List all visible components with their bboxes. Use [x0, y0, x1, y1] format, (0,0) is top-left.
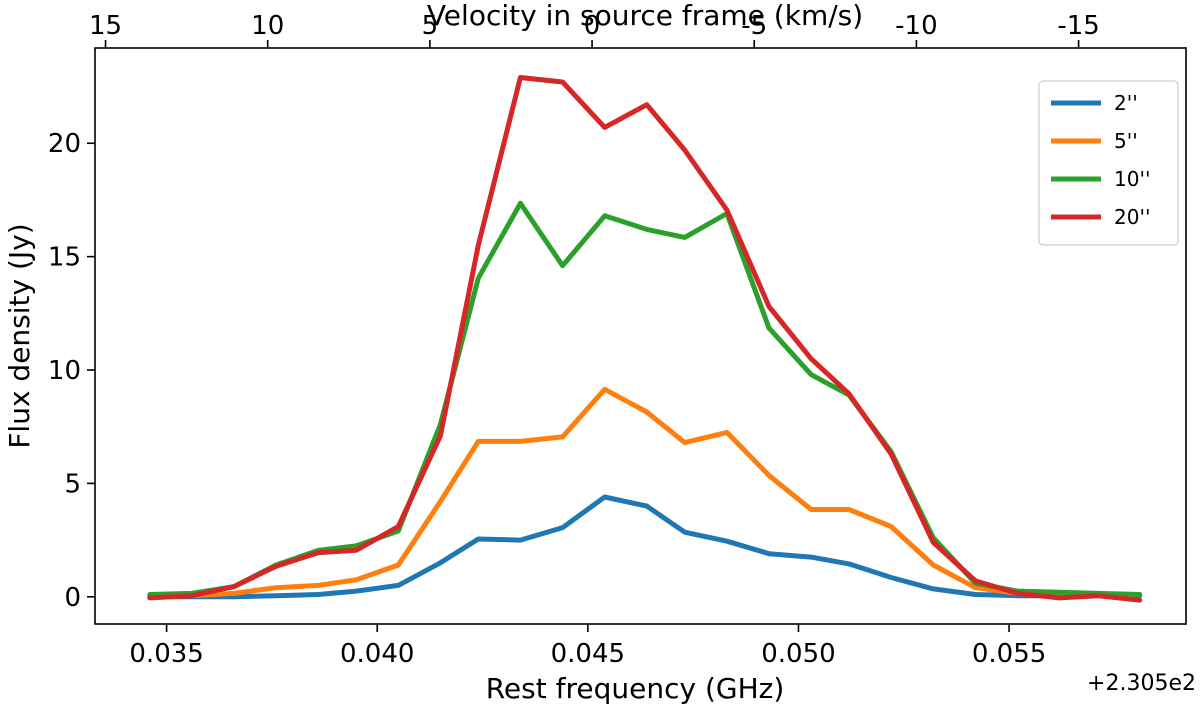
series-layer [147, 75, 1143, 603]
series-line-1 [147, 494, 1143, 600]
bottom-x-axis: 0.035 0.040 0.045 0.050 0.055 [129, 624, 1046, 669]
y-tick-label: 20 [48, 129, 81, 159]
top-x-axis: 15 10 5 0 -5 -10 -15 [89, 11, 1100, 48]
series-line-2 [147, 386, 1143, 600]
series-line-4 [147, 75, 1143, 603]
legend-frame [1038, 80, 1179, 246]
top-tick-label: 15 [89, 11, 122, 41]
legend-label-1: 2'' [1114, 91, 1138, 115]
y-axis-title: Flux density (Jy) [3, 223, 36, 448]
legend: 2'' 5'' 10'' 20'' [1038, 80, 1179, 246]
x-axis-title: Rest frequency (GHz) [486, 672, 785, 705]
legend-label-3: 10'' [1114, 167, 1150, 191]
y-axis: 0 5 10 15 20 [48, 129, 95, 613]
legend-label-2: 5'' [1114, 129, 1138, 153]
top-tick-label: 10 [251, 11, 284, 41]
x-tick-label: 0.035 [129, 639, 203, 669]
x-tick-label: 0.045 [551, 639, 625, 669]
x-tick-label: 0.040 [340, 639, 414, 669]
top-x-axis-title: Velocity in source frame (km/s) [427, 0, 863, 32]
top-tick-label: 5 [422, 11, 439, 41]
y-tick-label: 10 [48, 356, 81, 386]
top-tick-label: -15 [1057, 11, 1099, 41]
top-tick-label: 0 [584, 11, 601, 41]
plot-background [95, 48, 1186, 624]
x-tick-label: 0.050 [761, 639, 835, 669]
y-tick-label: 0 [64, 583, 81, 613]
x-axis-offset-label: +2.305e2 [1087, 671, 1196, 696]
top-tick-label: -10 [895, 11, 937, 41]
legend-label-4: 20'' [1114, 205, 1150, 229]
plot-frame [94, 47, 1187, 625]
y-tick-label: 15 [48, 243, 81, 273]
top-tick-label: -5 [741, 11, 767, 41]
y-tick-label: 5 [64, 469, 81, 499]
x-tick-label: 0.055 [972, 639, 1046, 669]
